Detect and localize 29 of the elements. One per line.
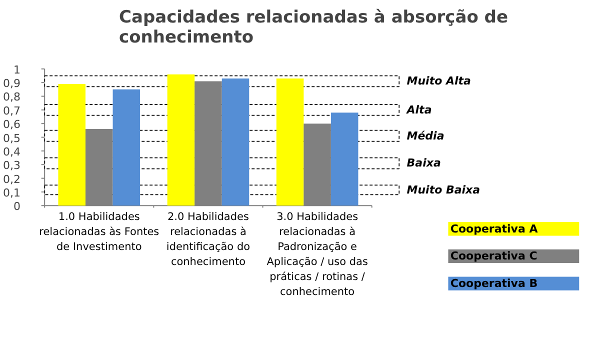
x-tick-label: 1.0 Habilidades relacionadas às Fontes de Investimento [39,211,160,254]
x-tick-label: 3.0 Habilidades relacionadas à Padronização e Aplicação / uso das práticas / rotinas / conhecimento [266,211,368,298]
y-tick-label: 0,7 [3,104,21,118]
bar [330,112,358,206]
y-tick-label: 1 [14,63,20,76]
y-tick-label: 0,8 [3,90,21,104]
x-tick-label: 2.0 Habilidades relacionadas à identificação do conhecimento [166,211,250,268]
y-tick-label: 0,1 [3,186,21,200]
y-tick-label: 0 [14,200,20,214]
chart-title: Capacidades relacionadas à absorção de conhecimento [119,8,508,48]
y-tick-label: 0,9 [3,77,21,90]
y-tick-label: 0,3 [3,159,21,172]
text: Cooperativa A [450,222,538,236]
band-label: Alta [406,103,432,116]
bar [167,74,195,206]
text: Cooperativa B [450,277,538,290]
text: Cooperativa C [450,250,538,263]
band-label: Baixa [406,156,441,170]
bar [276,78,304,206]
y-tick-label: 0,2 [3,172,21,186]
band-label: Média [406,129,444,142]
y-tick-label: 0,5 [3,132,21,145]
band-label: Muito Baixa [406,183,480,196]
bar [222,78,250,206]
band-label: Muito Alta [406,74,471,88]
bar [112,89,140,206]
y-tick-label: 0,6 [3,118,21,132]
bar [58,84,86,206]
y-tick-label: 0,4 [3,145,21,158]
